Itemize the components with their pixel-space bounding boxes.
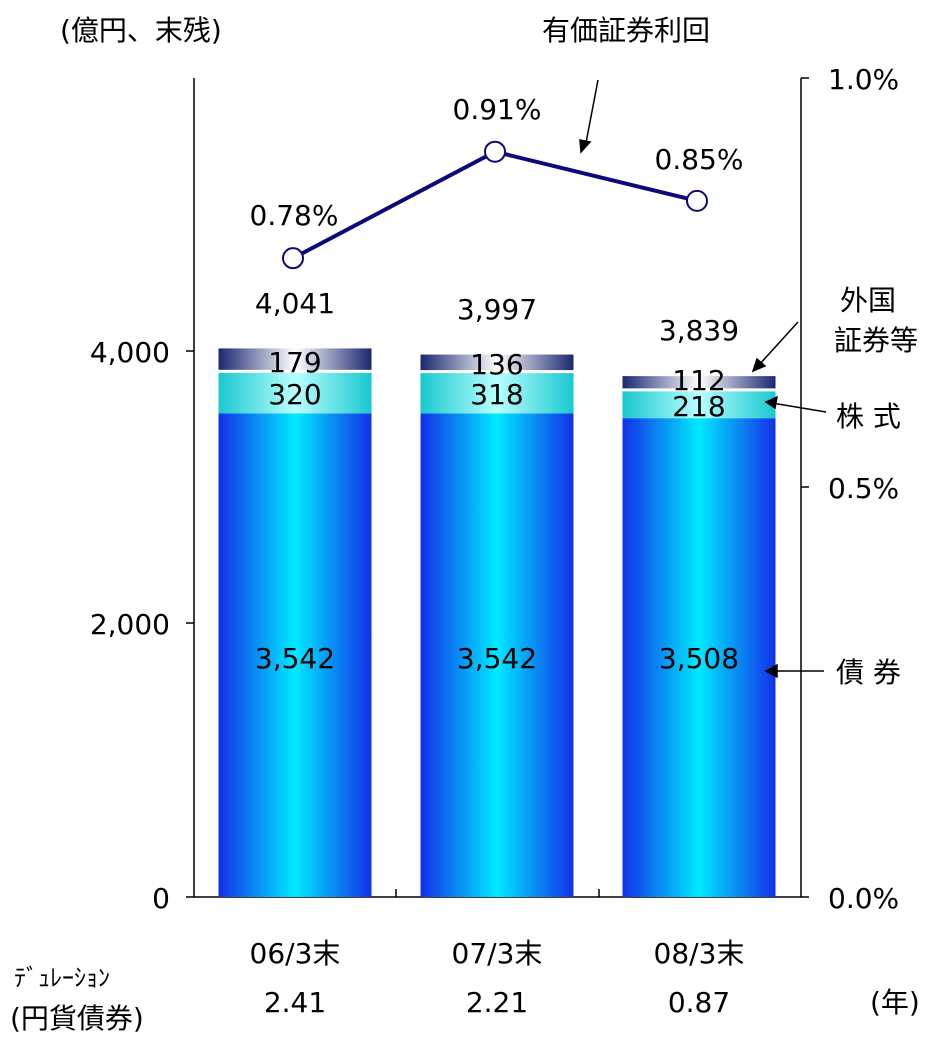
bond-annotation: 債 券 xyxy=(836,656,901,689)
arrowhead xyxy=(579,139,592,154)
category-label: 07/3末 xyxy=(452,937,543,970)
yield-point xyxy=(282,247,304,270)
duration-value: 2.21 xyxy=(466,986,528,1019)
yield-value-label: 0.78% xyxy=(250,199,339,232)
annotation-arrows xyxy=(579,79,827,679)
bond-value-label: 3,542 xyxy=(457,642,537,675)
yield-point xyxy=(484,140,506,163)
total-value-label: 4,041 xyxy=(255,287,335,320)
yield-labels: 0.78% 0.91% 0.85% xyxy=(250,93,744,232)
bar-stock xyxy=(218,372,372,414)
stock-value-label: 318 xyxy=(470,378,523,411)
bars xyxy=(218,348,776,897)
duration-unit: (年) xyxy=(870,986,920,1019)
stock-annotation: 株 式 xyxy=(836,400,901,433)
total-value-label: 3,997 xyxy=(457,293,537,326)
bar-stock xyxy=(622,391,776,419)
duration-label-line2: (円貨債券) xyxy=(10,1002,144,1035)
bar-labels: 3,542 3,542 3,508 320 318 218 179 136 11… xyxy=(255,287,739,675)
right-tick-label: 1.0% xyxy=(828,63,899,96)
foreign-annotation-line1: 外国 xyxy=(840,284,896,317)
left-ticks: 0 2,000 4,000 xyxy=(90,336,194,915)
foreign-value-label: 136 xyxy=(470,348,523,381)
bond-value-label: 3,508 xyxy=(659,642,739,675)
yield-value-label: 0.91% xyxy=(453,93,542,126)
foreign-value-label: 112 xyxy=(672,364,725,397)
stock-pointer-arrow xyxy=(771,402,827,413)
left-axis-title: (億円、末残) xyxy=(60,14,222,47)
duration-label-line1: ﾃﾞｭﾚｰｼｮﾝ xyxy=(14,964,110,992)
total-value-label: 3,839 xyxy=(659,314,739,347)
bond-value-label: 3,542 xyxy=(255,642,335,675)
series-annotations: 外国 証券等 株 式 債 券 xyxy=(834,284,918,689)
foreign-annotation-line2: 証券等 xyxy=(834,324,918,357)
foreign-pointer-arrow xyxy=(757,321,799,367)
line-series-title: 有価証券利回 xyxy=(542,14,710,47)
duration-value: 0.87 xyxy=(668,986,730,1019)
bar-bond xyxy=(622,418,776,897)
right-tick-label: 0.5% xyxy=(828,472,899,505)
right-tick-label: 0.0% xyxy=(828,882,899,915)
duration-value: 2.41 xyxy=(264,986,326,1019)
bar-bond xyxy=(420,413,574,897)
right-ticks: 0.0% 0.5% 1.0% xyxy=(801,63,899,915)
yield-pointer-arrow xyxy=(584,79,599,149)
left-tick-label: 2,000 xyxy=(90,608,170,641)
category-label: 06/3末 xyxy=(250,937,341,970)
category-label: 08/3末 xyxy=(654,937,745,970)
yield-points xyxy=(282,140,708,270)
yield-point xyxy=(686,189,708,212)
foreign-value-label: 179 xyxy=(268,346,321,379)
duration-row: ﾃﾞｭﾚｰｼｮﾝ (円貨債券) 2.41 2.21 0.87 (年) xyxy=(10,964,920,1035)
bar-stock xyxy=(420,373,574,414)
arrowhead xyxy=(751,357,767,373)
arrowhead xyxy=(764,663,778,679)
left-tick-label: 4,000 xyxy=(90,336,170,369)
stock-value-label: 218 xyxy=(672,390,725,423)
left-tick-label: 0 xyxy=(152,882,170,915)
yield-value-label: 0.85% xyxy=(655,143,744,176)
bar-foreign xyxy=(420,354,574,371)
arrowhead xyxy=(764,395,778,410)
bar-foreign xyxy=(218,348,372,370)
yield-line xyxy=(292,149,698,260)
stock-value-label: 320 xyxy=(268,378,321,411)
bar-foreign xyxy=(622,376,776,389)
category-labels: 06/3末 07/3末 08/3末 xyxy=(250,937,745,970)
bar-bond xyxy=(218,413,372,897)
